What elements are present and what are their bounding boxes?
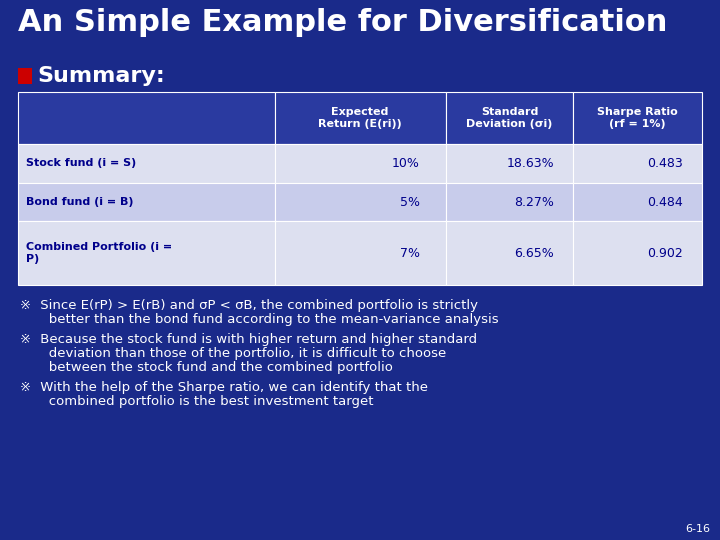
Text: deviation than those of the portfolio, it is difficult to choose: deviation than those of the portfolio, i… <box>36 347 446 360</box>
Text: Expected
Return (E(ri)): Expected Return (E(ri)) <box>318 107 402 129</box>
Text: Stock fund (i = S): Stock fund (i = S) <box>26 158 136 168</box>
Text: 0.484: 0.484 <box>647 195 683 208</box>
Text: 10%: 10% <box>392 157 420 170</box>
Text: between the stock fund and the combined portfolio: between the stock fund and the combined … <box>36 361 393 374</box>
Text: Standard
Deviation (σi): Standard Deviation (σi) <box>467 107 553 129</box>
Text: 8.27%: 8.27% <box>514 195 554 208</box>
Text: Since E(rP) > E(rB) and σP < σB, the combined portfolio is strictly: Since E(rP) > E(rB) and σP < σB, the com… <box>36 299 478 312</box>
Bar <box>274 221 446 285</box>
Text: better than the bond fund according to the mean-variance analysis: better than the bond fund according to t… <box>36 313 499 326</box>
Text: ※: ※ <box>20 333 31 346</box>
Text: Combined Portfolio (i =
P): Combined Portfolio (i = P) <box>26 242 172 264</box>
Text: 5%: 5% <box>400 195 420 208</box>
Text: combined portfolio is the best investment target: combined portfolio is the best investmen… <box>36 395 374 408</box>
Text: Summary:: Summary: <box>37 66 165 86</box>
Text: Sharpe Ratio
(rf = 1%): Sharpe Ratio (rf = 1%) <box>598 107 678 129</box>
Text: Because the stock fund is with higher return and higher standard: Because the stock fund is with higher re… <box>36 333 477 346</box>
Bar <box>446 144 573 183</box>
Bar <box>274 144 446 183</box>
Bar <box>18 144 274 183</box>
Text: 18.63%: 18.63% <box>507 157 554 170</box>
Text: 0.483: 0.483 <box>647 157 683 170</box>
Text: 7%: 7% <box>400 247 420 260</box>
Bar <box>18 221 274 285</box>
Bar <box>274 92 446 144</box>
Bar <box>573 221 702 285</box>
Bar <box>18 92 274 144</box>
Text: An Simple Example for Diversification: An Simple Example for Diversification <box>18 8 667 37</box>
Bar <box>18 183 274 221</box>
Bar <box>573 144 702 183</box>
Text: With the help of the Sharpe ratio, we can identify that the: With the help of the Sharpe ratio, we ca… <box>36 381 428 394</box>
Bar <box>18 68 32 84</box>
Text: ※: ※ <box>20 299 31 312</box>
Text: 6.65%: 6.65% <box>515 247 554 260</box>
Bar <box>446 221 573 285</box>
Text: 0.902: 0.902 <box>647 247 683 260</box>
Text: Bond fund (i = B): Bond fund (i = B) <box>26 197 133 207</box>
Bar <box>446 92 573 144</box>
Bar <box>573 183 702 221</box>
Bar <box>274 183 446 221</box>
Bar <box>446 183 573 221</box>
Bar <box>573 92 702 144</box>
Text: 6-16: 6-16 <box>685 524 710 534</box>
Text: ※: ※ <box>20 381 31 394</box>
